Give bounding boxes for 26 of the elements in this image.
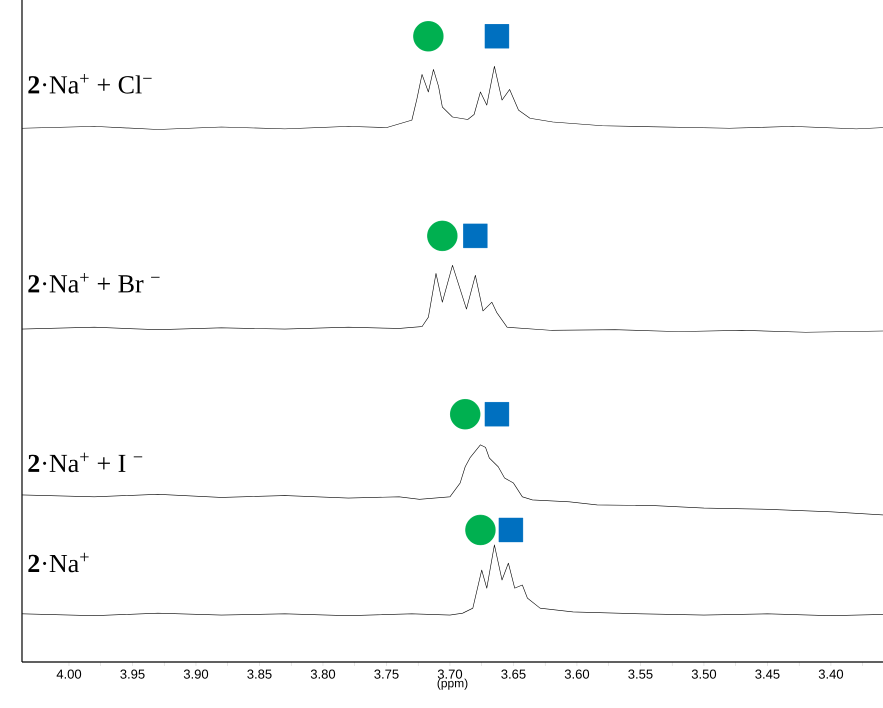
point xyxy=(465,514,496,546)
x-tick-label: 3.45 xyxy=(755,670,780,679)
point xyxy=(450,399,480,430)
x-tick-label: 3.55 xyxy=(628,670,653,679)
x-tick-label: 3.50 xyxy=(692,670,716,679)
point xyxy=(413,21,444,52)
x-tick-label: 3.70 xyxy=(438,670,462,679)
x-tick-label: 3.75 xyxy=(374,670,399,679)
series-label: 2·Na$^{+}$ + I $^{−}$ xyxy=(28,452,142,472)
point xyxy=(463,224,488,248)
series-label: 2·Na$^{+}$ + Br $^{−}$ xyxy=(28,273,160,293)
x-tick-label: 3.85 xyxy=(247,670,272,679)
series-label: 2·Na$^{+}$ xyxy=(28,552,89,572)
x-tick-label: 3.65 xyxy=(501,670,526,679)
point xyxy=(427,220,458,252)
x-tick-label: 4.00 xyxy=(56,670,82,679)
x-axis-title: (ppm) xyxy=(438,678,468,690)
x-tick-label: 3.95 xyxy=(120,670,145,679)
x-tick-label: 3.80 xyxy=(310,670,336,679)
x-tick-label: 3.60 xyxy=(564,670,590,679)
x-tick-label: 3.90 xyxy=(184,670,208,679)
series-label: 2·Na$^{+}$ + Cl$^{−}$ xyxy=(28,74,152,94)
point xyxy=(498,518,524,542)
point xyxy=(484,24,510,48)
point xyxy=(484,402,510,426)
x-tick-label: 3.40 xyxy=(818,670,844,679)
